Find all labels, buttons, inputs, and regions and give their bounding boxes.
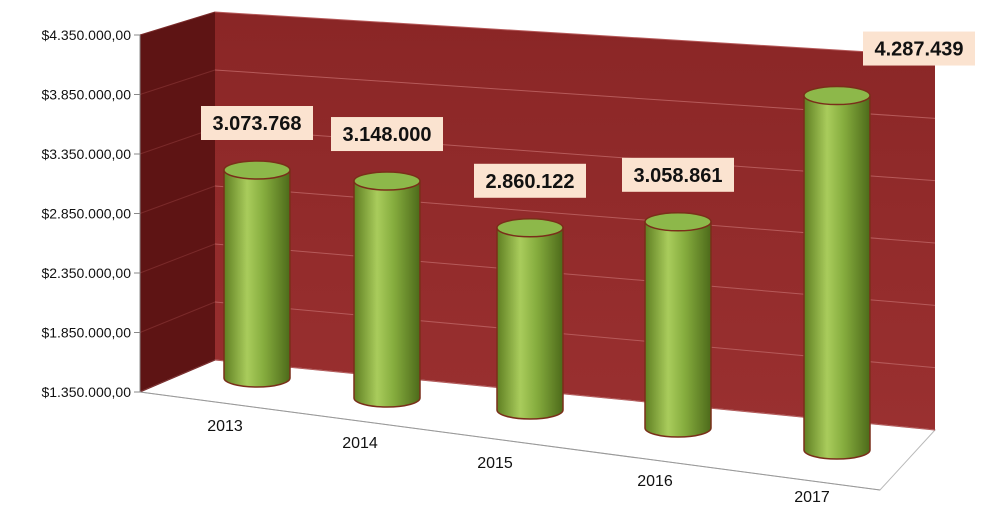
bar-top: [353, 171, 421, 191]
data-label: 3.058.861: [622, 157, 734, 192]
data-label-text: 3.148.000: [343, 124, 432, 146]
y-tick-label: $3.350.000,00: [41, 146, 131, 162]
bar-body: [644, 221, 712, 438]
side-gridline: [139, 69, 216, 95]
side-gridline: [139, 11, 216, 36]
side-gridline: [139, 359, 216, 393]
bar-body: [803, 94, 871, 460]
bar: [644, 212, 712, 438]
x-tick-label: 2013: [207, 418, 243, 435]
bar-top: [496, 218, 564, 238]
x-tick-label: 2017: [794, 489, 830, 506]
x-axis-line: [139, 391, 881, 491]
y-tick-label: $1.850.000,00: [41, 325, 131, 341]
data-label-box: [622, 157, 734, 192]
data-label: 3.148.000: [331, 117, 443, 152]
data-label: 2.860.122: [474, 163, 586, 198]
data-label-box: [863, 31, 975, 66]
bar: [496, 218, 564, 420]
y-axis: $1.350.000,00 $1.850.000,00 $2.350.000,00 $…: [41, 27, 141, 400]
data-label: 4.287.439: [863, 31, 975, 66]
side-wall: [140, 12, 215, 392]
data-label-text: 3.058.861: [634, 165, 723, 187]
side-gridline: [139, 243, 216, 274]
x-axis: 2013 2014 2015 2016 2017: [139, 391, 881, 506]
y-tick-label: $3.850.000,00: [41, 87, 131, 103]
data-label-box: [474, 163, 586, 198]
bar: [353, 171, 421, 408]
gridline: [214, 11, 936, 57]
data-labels: 3.073.768 3.148.000 2.860.122 3.058.861 4.28…: [201, 31, 975, 198]
bar-top: [644, 212, 712, 232]
bar-body: [353, 180, 421, 408]
y-tick-label: $4.350.000,00: [41, 27, 131, 43]
data-label-box: [201, 105, 313, 140]
x-tick-label: 2016: [637, 473, 673, 490]
y-tick-label: $2.350.000,00: [41, 265, 131, 281]
data-label-text: 2.860.122: [486, 171, 575, 193]
side-gridline: [139, 301, 216, 333]
bar-body: [496, 227, 564, 420]
data-label-text: 4.287.439: [875, 39, 964, 61]
bar-body: [223, 169, 291, 388]
x-tick-label: 2014: [342, 435, 378, 452]
bar-top: [223, 160, 291, 180]
bars: [223, 85, 871, 460]
bar: [803, 85, 871, 460]
y-tick-label: $1.350.000,00: [41, 384, 131, 400]
y-tick-label: $2.850.000,00: [41, 206, 131, 222]
x-tick-label: 2015: [477, 455, 513, 472]
data-label-text: 3.073.768: [213, 113, 302, 135]
bar-top: [803, 85, 871, 106]
bar: [223, 160, 291, 388]
data-label-box: [331, 117, 443, 152]
data-label: 3.073.768: [201, 105, 313, 140]
side-gridline: [139, 185, 216, 214]
